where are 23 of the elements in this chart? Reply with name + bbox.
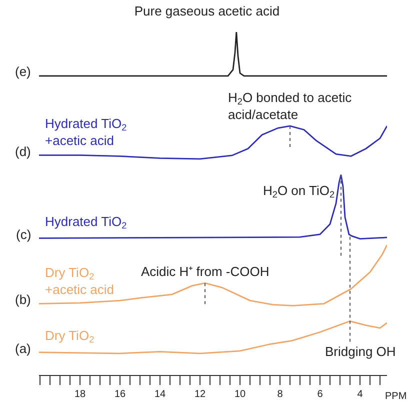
- x-tick-label: 10: [234, 389, 246, 400]
- series-label: Dry TiO$_{2}$: [45, 328, 94, 345]
- x-tick-label: 14: [154, 389, 166, 400]
- annotation: (c): [16, 227, 32, 242]
- annotation: (e): [15, 64, 31, 79]
- x-tick-label: 16: [114, 389, 126, 400]
- x-tick-label: 4: [357, 389, 364, 400]
- series-label: Hydrated TiO$_{2}$ +acetic acid: [45, 116, 127, 148]
- x-tick-label: 18: [74, 389, 86, 400]
- x-tick-label: 6: [317, 389, 324, 400]
- x-axis-title: PPM: [385, 391, 407, 402]
- annotation: Bridging OH: [325, 344, 396, 359]
- series-label: Dry TiO$_{2}$ +acetic acid: [45, 265, 114, 297]
- annotation: (d): [15, 144, 31, 159]
- annotation: H$_{2}$O on TiO$_{2}$: [263, 183, 335, 200]
- annotation: (a): [15, 341, 31, 356]
- x-tick-label: 8: [277, 389, 284, 400]
- chart-title: Pure gaseous acetic acid: [134, 3, 280, 18]
- x-tick-label: 12: [194, 389, 206, 400]
- annotation: Acidic H⁺ from -COOH: [141, 264, 270, 279]
- annotation: H$_{2}$O bonded to acetic acid/acetate: [228, 90, 352, 122]
- annotation: (b): [15, 292, 31, 307]
- series-label: Hydrated TiO$_{2}$: [45, 214, 127, 231]
